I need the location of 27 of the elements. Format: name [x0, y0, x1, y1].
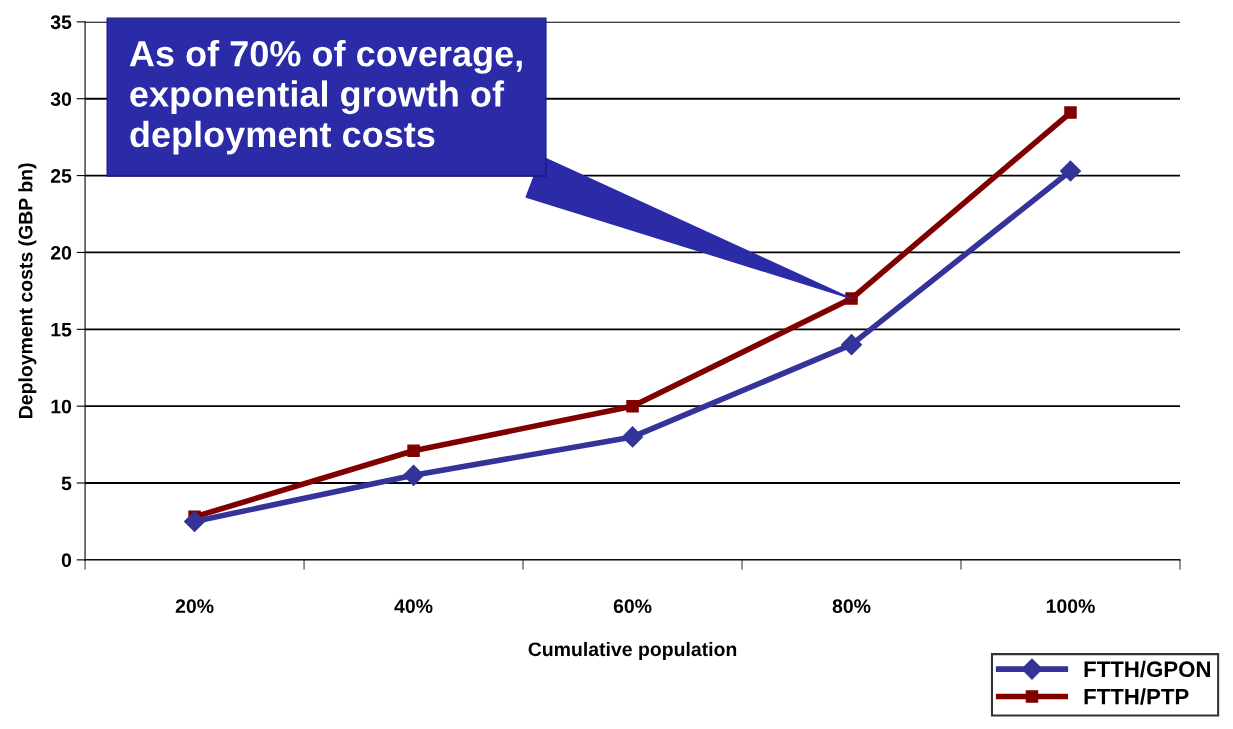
x-tick-label: 100%	[1046, 599, 1095, 614]
point	[407, 444, 420, 457]
y-tick-label: 20	[50, 245, 72, 260]
y-tick-label: 35	[50, 15, 72, 30]
y-tick-label: 0	[61, 553, 72, 568]
y-tick-label: 30	[50, 92, 72, 106]
y-axis-title: Deployment costs (GBP bn)	[18, 163, 37, 418]
point	[845, 292, 858, 305]
x-tick-label: 60%	[613, 599, 652, 614]
legend-label: FTTH/PTP	[1084, 688, 1189, 705]
legend-label: FTTH/GPON	[1084, 660, 1210, 678]
x-tick-label: 40%	[394, 599, 433, 614]
y-tick-label: 25	[50, 169, 72, 183]
x-tick-label: 20%	[175, 599, 214, 614]
y-tick-label: 5	[61, 476, 72, 491]
y-tick-label: 15	[51, 322, 72, 337]
x-tick-label: 80%	[832, 599, 871, 614]
point	[622, 426, 644, 448]
point	[184, 510, 206, 532]
annotation: As of 70% of coverage, exponential growth of deployment costs	[129, 40, 522, 155]
point	[626, 399, 639, 413]
x-axis-title: Cumulative population	[528, 641, 737, 661]
point	[403, 464, 425, 486]
point	[1064, 106, 1077, 119]
y-tick-label: 10	[51, 399, 72, 414]
point	[1059, 160, 1082, 182]
point	[840, 334, 863, 356]
